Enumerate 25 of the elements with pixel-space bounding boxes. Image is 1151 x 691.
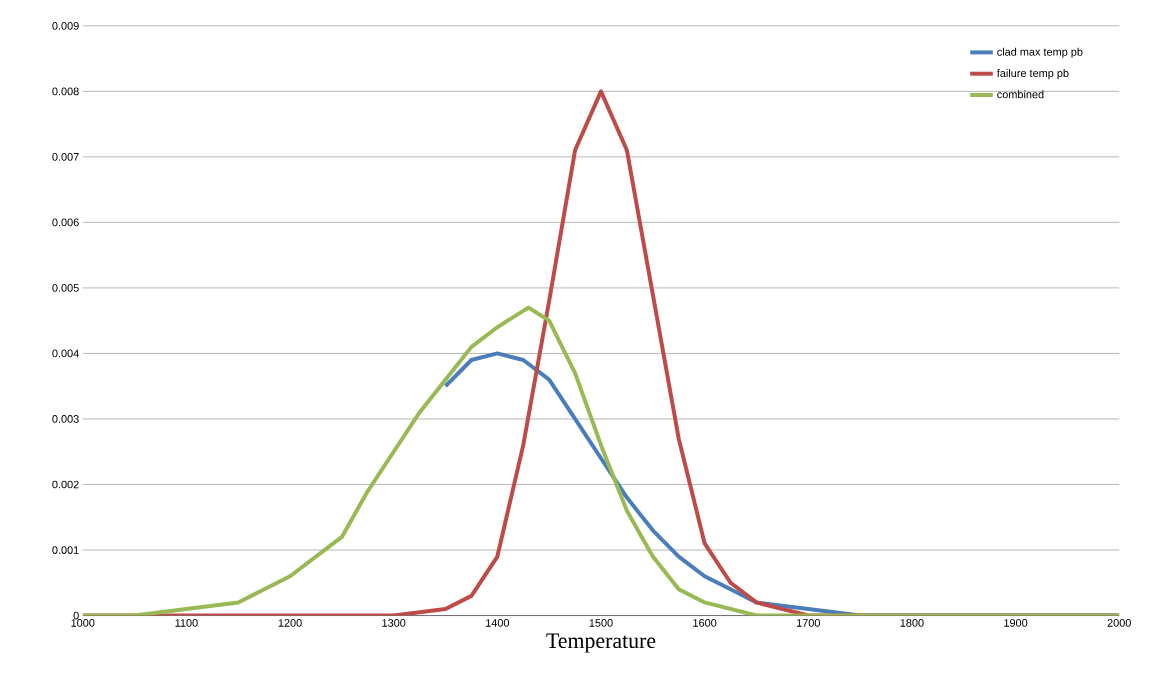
legend-label: failure temp pb [996,69,1069,80]
legend-label: clad max temp pb [997,47,1083,58]
x-tick-label: 1400 [486,619,510,627]
y-tick-label: 0.007 [52,153,79,161]
legend-label: combined [997,90,1044,99]
x-tick-label: 1500 [589,619,613,627]
y-tick-label: 0 [73,611,79,620]
y-tick-label: 0.002 [52,480,79,489]
x-tick-label: 1100 [175,619,198,627]
y-tick-label: 0.005 [52,284,79,292]
x-tick-label: 1800 [900,619,924,627]
y-tick-label: 0.008 [52,87,79,96]
x-tick-label: 1300 [382,619,406,627]
y-tick-label: 0.004 [52,349,79,358]
x-tick-label: 1000 [71,619,95,627]
x-tick-label: 1200 [278,619,302,627]
x-tick-label: 2000 [1107,619,1131,627]
y-tick-label: 0.009 [52,21,79,30]
x-tick-label: 1700 [796,619,820,627]
x-tick-label: 1900 [1004,619,1028,627]
y-tick-label: 0.003 [52,415,79,423]
x-tick-label: 1600 [693,619,717,627]
x-axis-title: Temperature [546,633,656,653]
y-tick-label: 0.001 [52,546,79,554]
y-tick-label: 0.006 [52,218,79,227]
